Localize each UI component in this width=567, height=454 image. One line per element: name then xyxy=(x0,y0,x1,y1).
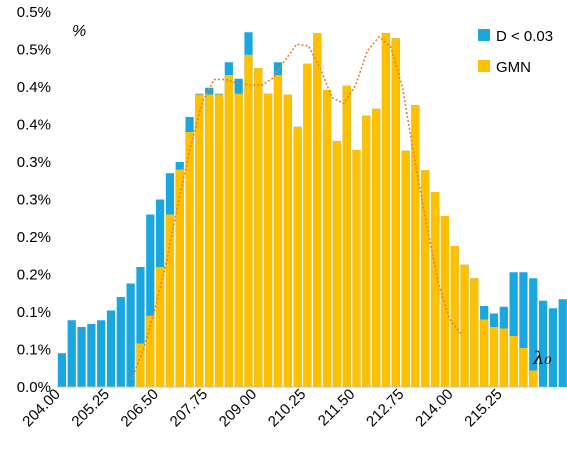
gmn-series-bar xyxy=(489,327,499,387)
gmn-series-bar xyxy=(156,267,165,387)
d-series-bar xyxy=(126,283,135,387)
legend-swatch-d xyxy=(478,29,490,41)
gmn-series-bar xyxy=(185,132,194,387)
gmn-series-bar xyxy=(460,264,469,387)
d-series-bar xyxy=(57,353,67,387)
gmn-series-bar xyxy=(529,370,538,387)
d-series-bar xyxy=(538,300,548,387)
d-series-bar xyxy=(116,297,125,387)
gmn-series-bar xyxy=(322,90,332,387)
d-series-bar xyxy=(67,320,76,387)
y-tick-label: 0.3% xyxy=(17,154,51,171)
gmn-series-bar xyxy=(499,328,508,387)
d-series-bar xyxy=(509,272,518,387)
gmn-series-bar xyxy=(214,94,224,387)
gmn-series-bar xyxy=(224,75,233,387)
d-series-bar xyxy=(529,278,538,387)
legend: D < 0.03 GMN xyxy=(478,28,553,76)
gmn-series-bar xyxy=(391,38,400,387)
gmn-series-bar xyxy=(234,93,243,387)
y-tick-label: 0.2% xyxy=(17,229,51,246)
gmn-series-bar xyxy=(205,94,214,387)
x-axis-ticks: 204.00 205.25 206.50 207.75 209.00 210.25 211.… xyxy=(19,386,505,430)
gmn-series-bar xyxy=(136,343,145,387)
x-tick-label: 206.50 xyxy=(118,386,162,430)
gmn-series-bar xyxy=(401,150,410,387)
d-series-bar xyxy=(77,327,86,387)
y-tick-label: 0.2% xyxy=(17,267,51,284)
x-tick-label: 210.25 xyxy=(265,386,309,430)
y-axis-ticks: 0.0% 0.1% 0.1% 0.2% 0.2% 0.3% 0.3% 0.4% 0.4% 0.5%… xyxy=(17,4,51,396)
gmn-series-bar xyxy=(519,348,528,387)
y-tick-label: 0.0% xyxy=(17,379,51,396)
x-tick-label: 212.75 xyxy=(363,386,407,430)
d-series-bar xyxy=(519,272,528,387)
gmn-series-bar xyxy=(470,278,479,387)
d-series-bar xyxy=(548,308,558,387)
d-series-bar xyxy=(106,310,116,387)
gmn-series-bar xyxy=(283,94,292,387)
gmn-series-bar xyxy=(175,169,184,387)
y-tick-label: 0.3% xyxy=(17,192,51,209)
y-tick-label: 0.5% xyxy=(17,4,51,21)
gmn-series-bar xyxy=(146,315,155,387)
y-tick-label: 0.5% xyxy=(17,42,51,59)
d-series-bar xyxy=(558,299,567,387)
gmn-series-bar xyxy=(264,93,273,387)
x-tick-label: 205.25 xyxy=(68,386,112,430)
d-series-bar xyxy=(136,267,145,387)
gmn-series-bar xyxy=(480,319,489,387)
y-tick-label: 0.4% xyxy=(17,117,51,134)
d-series-bar xyxy=(97,320,106,387)
gmn-series-bar xyxy=(254,68,263,387)
gmn-series-bar xyxy=(165,214,175,387)
y-tick-label: 0.1% xyxy=(17,342,51,359)
x-axis-label: λ₀ xyxy=(532,348,552,369)
gmn-series-bar xyxy=(332,141,341,387)
x-tick-label: 211.50 xyxy=(315,386,359,430)
gmn-series-bar xyxy=(421,170,430,387)
gmn-series-bar xyxy=(372,108,381,387)
gmn-series-bar xyxy=(430,192,440,387)
x-tick-label: 207.75 xyxy=(167,386,211,430)
gmn-series-bar xyxy=(303,63,312,387)
gmn-series-bar xyxy=(381,33,391,387)
gmn-series-bar xyxy=(362,115,371,387)
gmn-series-bar xyxy=(509,336,518,387)
gmn-series-bar xyxy=(411,105,420,387)
gmn-series-bar xyxy=(195,94,204,387)
legend-label-gmn: GMN xyxy=(496,59,531,76)
legend-label-d: D < 0.03 xyxy=(496,28,553,45)
gmn-series-bar xyxy=(313,33,322,387)
gmn-series-bar xyxy=(342,85,351,387)
x-tick-label: 214.00 xyxy=(412,386,456,430)
gmn-series-bar xyxy=(352,150,361,387)
gmn-series-bar xyxy=(244,54,253,387)
gmn-series-bar xyxy=(273,75,283,387)
gmn-series-bars xyxy=(136,33,538,387)
y-tick-label: 0.4% xyxy=(17,79,51,96)
gmn-series-bar xyxy=(450,246,459,387)
x-tick-label: 215.25 xyxy=(461,386,505,430)
d-series-bar xyxy=(87,324,96,387)
unit-label: % xyxy=(72,23,86,40)
x-tick-label: 209.00 xyxy=(216,386,260,430)
y-tick-label: 0.1% xyxy=(17,304,51,321)
legend-swatch-gmn xyxy=(478,60,490,72)
gmn-series-bar xyxy=(293,126,302,387)
d-series-bar xyxy=(146,214,155,387)
